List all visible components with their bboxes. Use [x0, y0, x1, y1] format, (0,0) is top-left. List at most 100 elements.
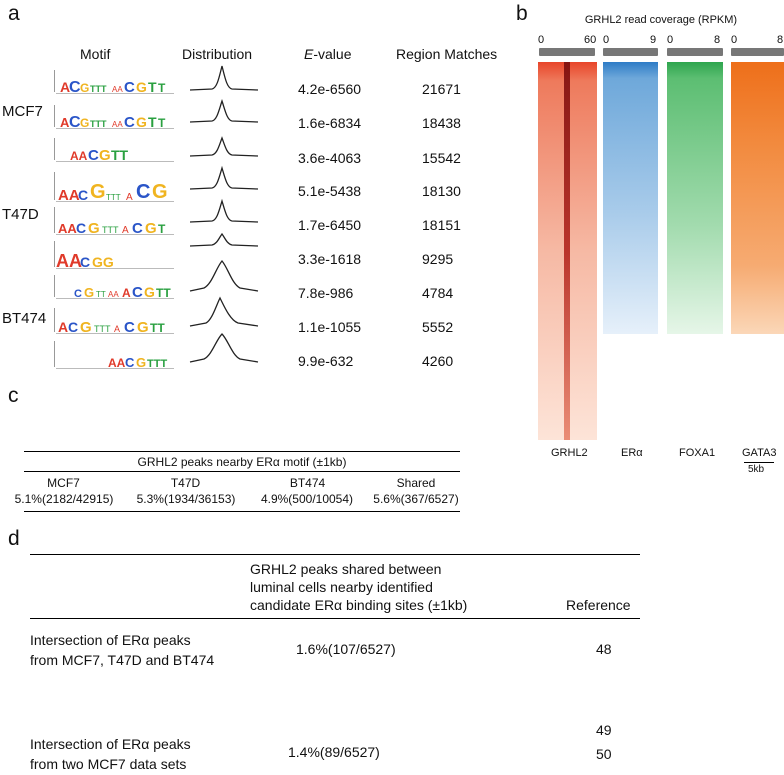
table-c-top-rule	[24, 451, 460, 452]
distribution-curve-9	[189, 333, 259, 363]
svg-text:T: T	[148, 114, 157, 130]
svg-text:AA: AA	[58, 187, 80, 204]
svg-text:T: T	[158, 81, 166, 95]
matches-row-1: 21671	[422, 81, 461, 97]
grhl2-scale-bar	[539, 48, 595, 56]
motif-logos: A C G TTT AA C G T T A C G TTT AA C G T …	[54, 70, 174, 370]
matches-row-6: 9295	[422, 251, 454, 267]
table-c-val-shared: 5.6%(367/6527)	[373, 492, 459, 506]
svg-text:G: G	[80, 116, 89, 130]
gata3-max: 8	[777, 34, 784, 46]
heatmap-label-foxa1: FOXA1	[679, 447, 716, 459]
table-d-row-2-label: Intersection of ERα peaks from two MCF7 …	[30, 734, 191, 774]
svg-text:A: A	[60, 115, 70, 130]
table-d-header-line-1: GRHL2 peaks shared between	[250, 561, 442, 577]
table-c-col-bt474: BT474	[289, 476, 326, 490]
table-c-bottom-rule	[24, 511, 460, 512]
svg-text:C: C	[69, 79, 81, 96]
svg-text:A: A	[58, 319, 68, 335]
coverage-heatmaps	[538, 62, 784, 440]
table-d-header-line-3: candidate ERα binding sites (±1kb)	[250, 597, 468, 613]
svg-text:C: C	[76, 220, 86, 236]
coverage-title: GRHL2 read coverage (RPKM)	[584, 14, 738, 26]
group-label-mcf7: MCF7	[2, 103, 43, 120]
svg-text:TTT: TTT	[106, 193, 121, 202]
motif-logo-2: A C G TTT AA C G T T	[54, 105, 174, 131]
table-d-reference-header: Reference	[566, 597, 631, 613]
svg-text:C: C	[132, 284, 143, 301]
panel-c-letter: c	[8, 384, 19, 407]
distribution-curve-3	[189, 136, 259, 157]
table-d-row-2-value: 1.4%(89/6527)	[288, 744, 380, 760]
motif-logo-4: AA C G TTT A C G	[54, 172, 174, 204]
heatmap-era	[603, 62, 658, 334]
evalue-row-1: 4.2e-6560	[298, 81, 362, 97]
svg-text:G: G	[152, 181, 168, 203]
table-d-row-1-label-line-1: Intersection of ERα peaks	[30, 632, 191, 648]
era-max: 9	[650, 34, 657, 46]
svg-text:A: A	[126, 192, 133, 203]
table-d-row-1-ref: 48	[596, 641, 612, 657]
matches-row-2: 18438	[422, 115, 461, 131]
svg-text:C: C	[136, 181, 150, 203]
svg-text:G: G	[99, 147, 111, 164]
svg-text:G: G	[136, 114, 147, 130]
era-scale-bar	[603, 48, 658, 56]
matches-row-3: 15542	[422, 150, 461, 166]
distribution-curve-2	[189, 98, 259, 123]
heatmap-gata3	[731, 62, 784, 334]
table-c-mid-rule	[24, 471, 460, 472]
svg-text:C: C	[124, 114, 135, 131]
svg-text:G: G	[84, 285, 94, 300]
motif-logo-8: A C G TTT A C G TT	[54, 308, 174, 336]
foxa1-max: 8	[714, 34, 721, 46]
distribution-curve-8	[189, 296, 259, 327]
evalue-row-9: 9.9e-632	[298, 353, 354, 369]
svg-text:AA: AA	[58, 221, 77, 236]
motif-logo-6: AA C GG	[54, 241, 174, 271]
table-d-row-1-label: Intersection of ERα peaks from MCF7, T47…	[30, 630, 214, 670]
gata3-min: 0	[731, 34, 738, 46]
panel-a-letter: a	[8, 2, 20, 25]
table-c-val-t47d: 5.3%(1934/36153)	[136, 492, 236, 506]
svg-text:G: G	[80, 319, 92, 336]
table-c-col-t47d: T47D	[170, 476, 201, 490]
evalue-row-3: 3.6e-4063	[298, 150, 362, 166]
svg-text:AA: AA	[112, 85, 123, 94]
table-d-top-rule	[30, 554, 640, 555]
distribution-curve-6	[189, 232, 259, 247]
motif-logo-1: A C G TTT AA C G T T	[54, 70, 174, 96]
svg-text:C: C	[78, 187, 88, 203]
svg-text:TT: TT	[111, 147, 129, 163]
svg-text:A: A	[122, 286, 131, 300]
svg-text:G: G	[90, 181, 106, 203]
svg-text:T: T	[158, 116, 166, 130]
matches-row-8: 5552	[422, 319, 454, 335]
motif-logo-7: C G TT AA A C G TT	[54, 275, 174, 301]
matches-row-7: 4784	[422, 285, 454, 301]
motif-header: Motif	[80, 46, 111, 62]
table-d-row-2-ref-2: 50	[596, 746, 612, 762]
table-c-title: GRHL2 peaks nearby ERα motif (±1kb)	[137, 455, 347, 469]
evalue-row-6: 3.3e-1618	[298, 251, 362, 267]
table-d-row-1-label-line-2: from MCF7, T47D and BT474	[30, 652, 215, 668]
svg-text:C: C	[74, 288, 82, 300]
svg-text:TT: TT	[96, 290, 106, 299]
evalue-row-5: 1.7e-6450	[298, 217, 362, 233]
svg-text:TTT: TTT	[147, 358, 167, 370]
group-label-bt474: BT474	[2, 310, 47, 327]
evalue-header: E-value	[304, 46, 352, 62]
table-d-row-2-ref-1: 49	[596, 722, 612, 738]
svg-text:A: A	[114, 324, 120, 334]
svg-text:TTT: TTT	[102, 225, 119, 235]
svg-text:C: C	[125, 355, 135, 370]
svg-text:C: C	[132, 220, 143, 237]
svg-text:TTT: TTT	[90, 84, 107, 94]
svg-text:T: T	[148, 79, 157, 95]
evalue-row-7: 7.8e-986	[298, 285, 354, 301]
era-min: 0	[603, 34, 610, 46]
svg-text:TTT: TTT	[94, 324, 111, 334]
svg-text:C: C	[88, 147, 99, 164]
evalue-row-4: 5.1e-5438	[298, 183, 362, 199]
svg-text:G: G	[145, 220, 157, 237]
